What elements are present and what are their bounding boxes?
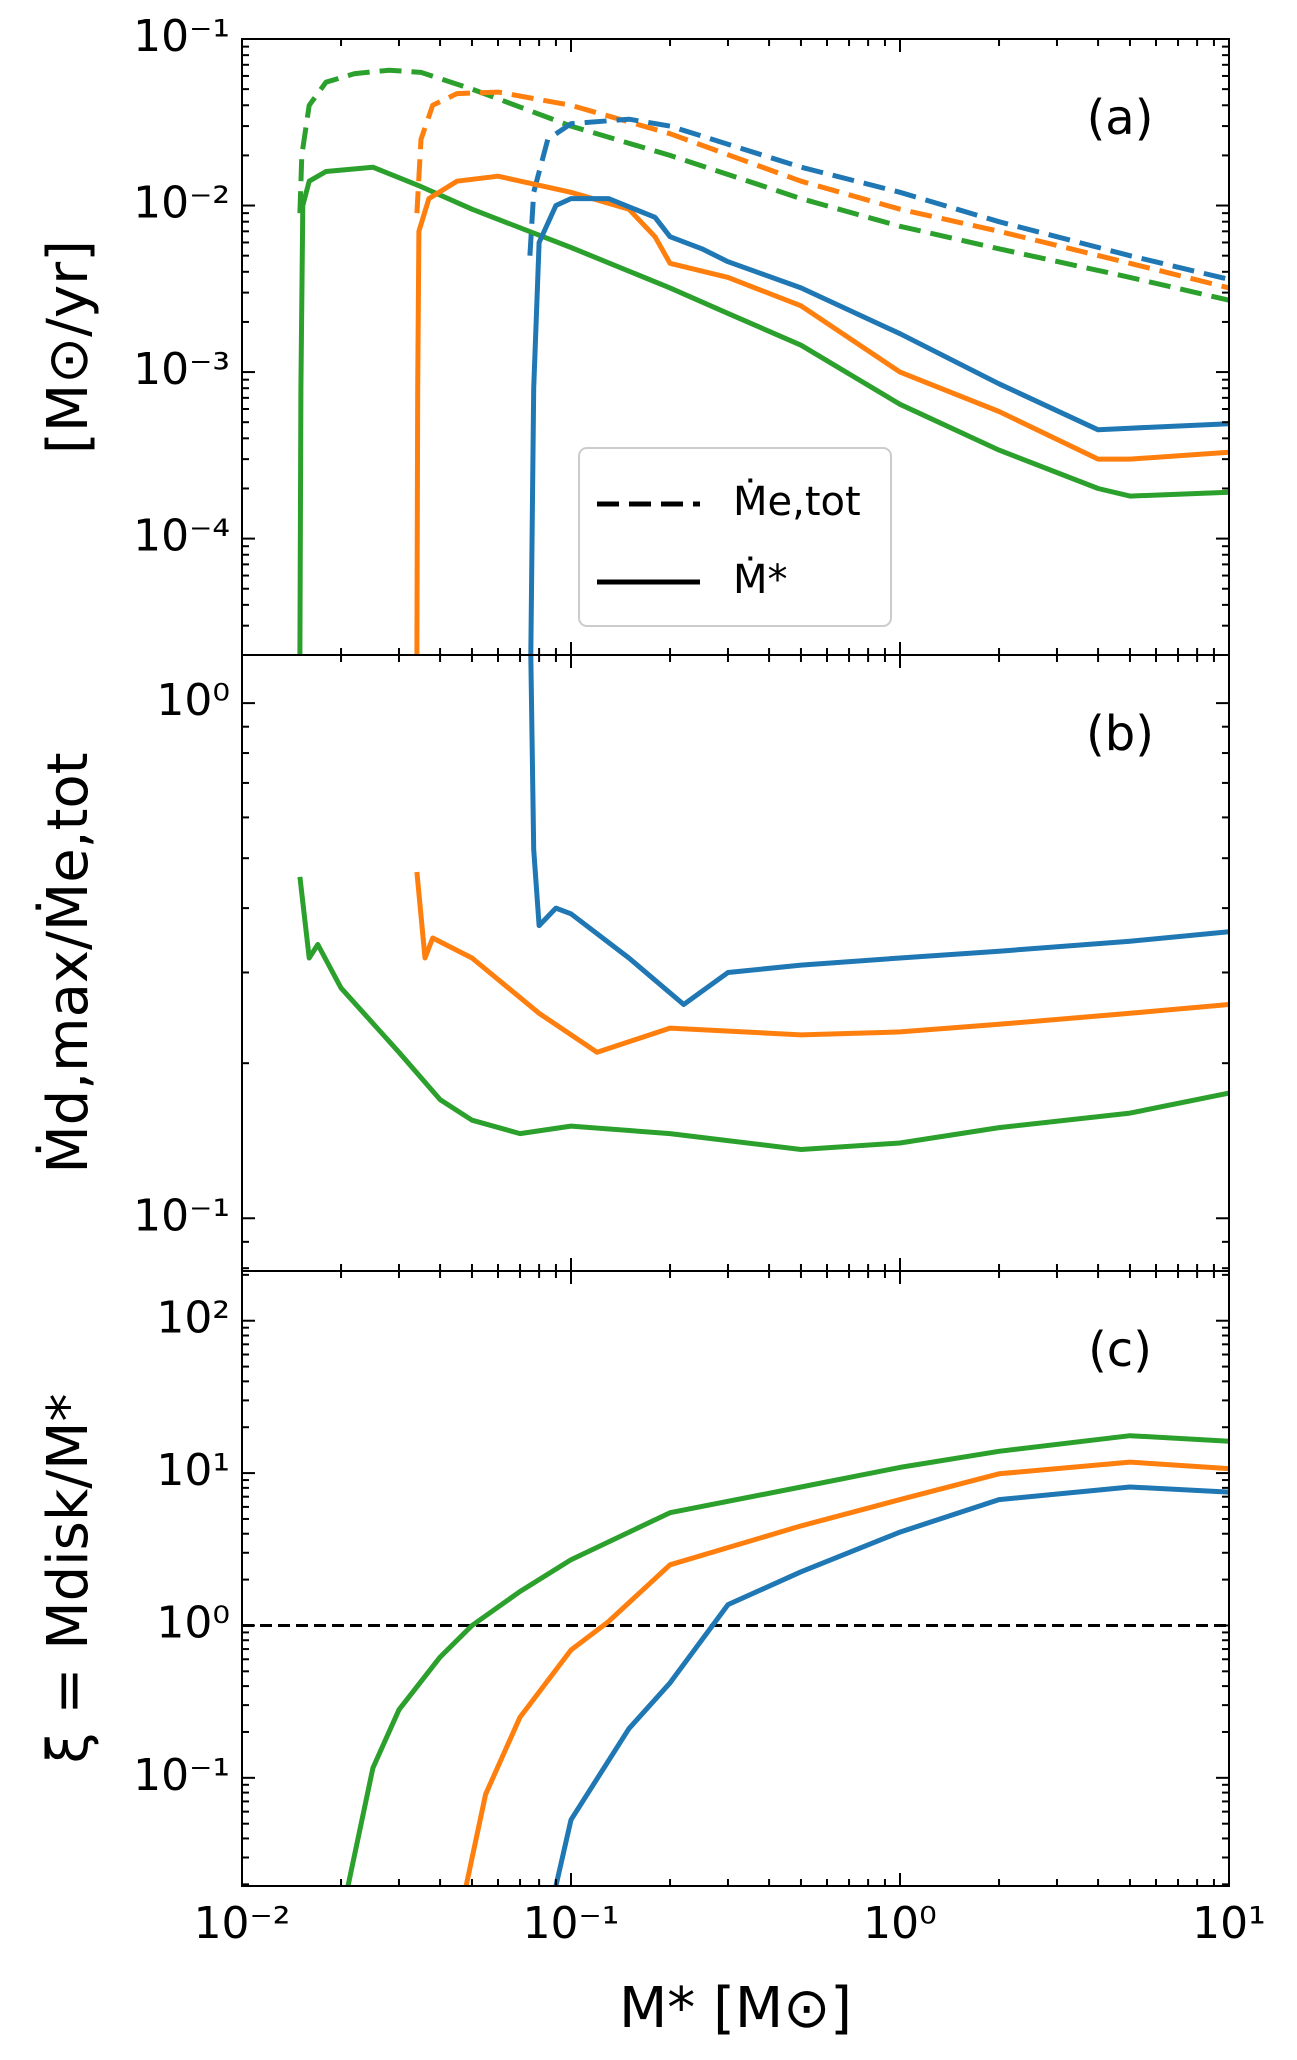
axes-frame <box>241 1270 1230 1887</box>
series-line <box>297 164 1229 655</box>
y-tick-label: 10⁻³ <box>133 344 230 395</box>
y-tick-label: 10⁻¹ <box>133 11 230 62</box>
series-line <box>463 1459 1229 1886</box>
panel-label: (a) <box>1087 90 1154 146</box>
y-axis-label: ξ = Mdisk/M* <box>36 1394 101 1764</box>
y-tick-label: 10⁰ <box>156 1597 230 1648</box>
y-axis-label: Ṁd,max/Ṁe,tot <box>36 752 101 1173</box>
panel-label: (c) <box>1088 1322 1152 1378</box>
series-line <box>528 655 1229 1007</box>
series-line <box>297 876 1229 1152</box>
series-line <box>345 1433 1229 1886</box>
series-line <box>527 116 1229 282</box>
y-tick-label: 10⁻⁴ <box>133 511 230 562</box>
series-line <box>528 196 1229 655</box>
x-axis-label: M* [M⊙] <box>619 1976 852 2041</box>
x-tick-label: 10¹ <box>1192 1898 1266 1949</box>
plot-area <box>242 1433 1229 1886</box>
y-tick-label: 10² <box>156 1293 230 1344</box>
series-line <box>297 67 1229 303</box>
legend-label: Ṁe,tot <box>733 477 861 525</box>
y-tick-label: 10⁻¹ <box>133 1750 230 1801</box>
panel-label: (b) <box>1086 706 1154 762</box>
series-line <box>414 871 1229 1055</box>
series-line <box>553 1484 1229 1886</box>
y-axis-label: [M⊙/yr] <box>36 240 101 454</box>
series-line <box>414 173 1229 655</box>
plot-area <box>297 655 1229 1152</box>
y-tick-label: 10⁻² <box>133 178 230 229</box>
y-tick-label: 10⁰ <box>156 675 230 726</box>
x-tick-label: 10⁰ <box>863 1898 937 1949</box>
plot-area <box>297 67 1229 655</box>
x-tick-label: 10⁻¹ <box>523 1898 620 1949</box>
x-tick-label: 10⁻² <box>194 1898 291 1949</box>
legend-label: Ṁ* <box>733 555 788 603</box>
y-tick-label: 10⁻¹ <box>133 1190 230 1241</box>
y-tick-label: 10¹ <box>156 1445 230 1496</box>
